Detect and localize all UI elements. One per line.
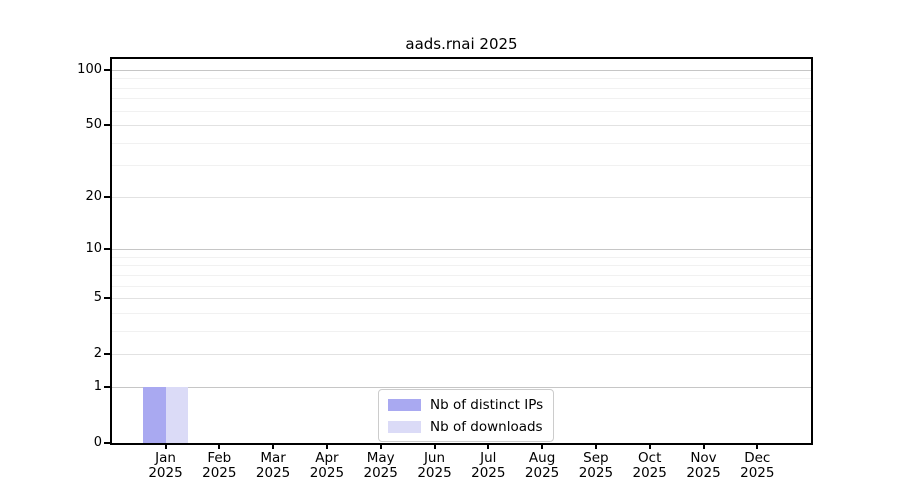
- y-tick-label: 20: [85, 188, 102, 204]
- x-tick-month: Aug: [528, 450, 556, 466]
- legend-swatch: [388, 398, 421, 411]
- x-tick: [325, 443, 328, 449]
- plot-area: [112, 59, 811, 443]
- legend-item: Nb of distinct IPs: [388, 395, 543, 414]
- x-tick-month: May: [366, 450, 395, 466]
- x-tick-year: 2025: [363, 465, 398, 481]
- x-tick-label: May 2025: [349, 451, 413, 481]
- bar: [165, 386, 188, 443]
- x-tick-month: Dec: [744, 450, 771, 466]
- x-tick-year: 2025: [740, 465, 775, 481]
- x-tick-year: 2025: [202, 465, 237, 481]
- gridline-minor: [112, 265, 811, 266]
- y-tick: [104, 442, 111, 444]
- gridline-minor: [112, 111, 811, 112]
- gridline-major: [112, 125, 811, 126]
- x-tick: [379, 443, 382, 449]
- x-tick-year: 2025: [524, 465, 560, 481]
- gridline-minor: [112, 275, 811, 276]
- x-tick-month: Sep: [583, 450, 609, 466]
- y-tick: [104, 297, 111, 300]
- gridline-decade: [112, 70, 811, 71]
- x-tick-label: Sep 2025: [564, 451, 628, 481]
- bar: [143, 386, 166, 443]
- y-tick-label: 10: [85, 241, 102, 257]
- x-tick: [164, 443, 167, 449]
- y-tick-label: 0: [93, 435, 102, 450]
- gridline-minor: [112, 313, 811, 314]
- y-tick: [104, 248, 111, 251]
- gridline-minor: [112, 98, 811, 99]
- x-tick-year: 2025: [417, 465, 452, 481]
- gridline-decade: [112, 249, 811, 250]
- x-tick-year: 2025: [578, 465, 614, 481]
- gridline-decade: [112, 387, 811, 388]
- gridline-minor: [112, 143, 811, 144]
- y-tick-label: 1: [93, 378, 102, 394]
- legend: Nb of distinct IPs Nb of downloads: [378, 389, 555, 442]
- x-tick-label: Dec 2025: [725, 451, 789, 481]
- legend-item: Nb of downloads: [388, 417, 543, 436]
- gridline-minor: [112, 165, 811, 166]
- x-tick: [756, 443, 759, 449]
- y-tick-label: 5: [93, 290, 102, 306]
- gridline-major: [112, 298, 811, 299]
- x-tick-month: Feb: [207, 450, 232, 466]
- gridline-minor: [112, 257, 811, 258]
- x-tick: [648, 443, 651, 449]
- y-tick-label: 50: [85, 117, 102, 133]
- x-tick-label: Oct 2025: [618, 451, 682, 481]
- x-tick-month: Nov: [690, 450, 717, 466]
- x-tick-month: Jan: [155, 450, 176, 466]
- legend-swatch: [388, 420, 421, 433]
- gridline-major: [112, 197, 811, 198]
- gridline-minor: [112, 331, 811, 332]
- y-tick: [104, 385, 111, 388]
- x-tick-month: Apr: [315, 450, 339, 466]
- x-tick-label: Nov 2025: [672, 451, 736, 481]
- x-tick-label: Feb 2025: [187, 451, 251, 481]
- legend-label: Nb of distinct IPs: [430, 396, 544, 413]
- gridline-minor: [112, 286, 811, 287]
- x-tick-label: Jul 2025: [456, 451, 520, 481]
- x-tick-label: Mar 2025: [241, 451, 305, 481]
- x-tick: [433, 443, 436, 449]
- gridline-minor: [112, 88, 811, 89]
- x-tick-month: Jul: [480, 450, 497, 466]
- x-tick: [272, 443, 275, 449]
- x-tick-month: Oct: [638, 450, 662, 466]
- x-tick-year: 2025: [686, 465, 721, 481]
- legend-label: Nb of downloads: [430, 418, 543, 435]
- x-tick: [594, 443, 597, 449]
- y-tick: [104, 195, 111, 198]
- x-tick: [702, 443, 705, 449]
- x-tick-year: 2025: [309, 465, 345, 481]
- x-tick-label: Apr 2025: [295, 451, 359, 481]
- x-tick-label: Jun 2025: [403, 451, 467, 481]
- x-tick-year: 2025: [471, 465, 506, 481]
- x-tick-month: Jun: [423, 450, 446, 466]
- gridline-minor: [112, 78, 811, 79]
- x-tick-year: 2025: [632, 465, 667, 481]
- x-tick-label: Jan 2025: [134, 451, 198, 481]
- gridline-major: [112, 354, 811, 355]
- y-tick: [104, 124, 111, 127]
- x-tick-year: 2025: [255, 465, 291, 481]
- y-tick: [104, 69, 111, 71]
- x-tick-label: Aug 2025: [510, 451, 574, 481]
- chart-title: aads.rnai 2025: [405, 35, 518, 53]
- x-tick-month: Mar: [260, 450, 286, 466]
- x-tick-year: 2025: [148, 465, 183, 481]
- x-tick: [218, 443, 221, 449]
- x-tick: [487, 443, 490, 449]
- x-tick: [541, 443, 544, 449]
- y-tick-label: 100: [77, 62, 102, 77]
- y-tick: [104, 353, 111, 356]
- plot-border: [110, 57, 813, 445]
- y-tick-label: 2: [93, 346, 102, 362]
